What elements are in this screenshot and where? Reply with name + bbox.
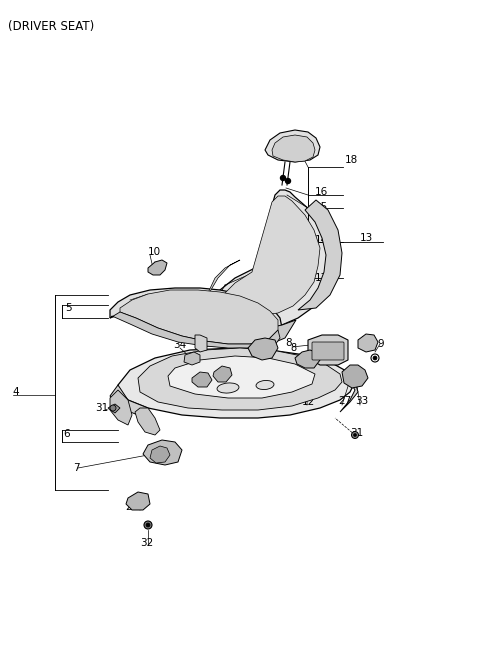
Text: 8: 8: [285, 338, 292, 348]
Polygon shape: [213, 366, 232, 382]
Polygon shape: [342, 365, 368, 388]
Text: (DRIVER SEAT): (DRIVER SEAT): [8, 20, 94, 33]
Text: 34: 34: [173, 340, 186, 350]
Circle shape: [286, 178, 290, 184]
Polygon shape: [135, 408, 160, 435]
Polygon shape: [195, 190, 330, 348]
Text: 10: 10: [148, 247, 161, 257]
Text: 16: 16: [315, 187, 328, 197]
Circle shape: [280, 176, 286, 180]
Text: 33: 33: [355, 396, 368, 406]
Ellipse shape: [256, 380, 274, 390]
Polygon shape: [248, 338, 278, 360]
Polygon shape: [120, 290, 278, 344]
Polygon shape: [198, 320, 296, 348]
Circle shape: [144, 521, 152, 529]
Polygon shape: [148, 260, 167, 275]
Text: 27: 27: [338, 396, 351, 406]
Polygon shape: [192, 372, 212, 387]
Polygon shape: [210, 196, 320, 340]
Polygon shape: [126, 492, 150, 510]
Text: 32: 32: [140, 538, 153, 548]
Text: 3: 3: [360, 336, 367, 346]
Polygon shape: [110, 288, 282, 348]
Circle shape: [110, 405, 116, 411]
Polygon shape: [138, 348, 342, 410]
Text: 33: 33: [217, 369, 230, 379]
Ellipse shape: [217, 383, 239, 393]
Circle shape: [146, 523, 150, 527]
Polygon shape: [168, 356, 315, 398]
Text: 7: 7: [73, 463, 80, 473]
Polygon shape: [110, 385, 148, 415]
Circle shape: [353, 434, 357, 436]
Text: 13: 13: [360, 233, 373, 243]
Text: 17: 17: [315, 273, 328, 283]
Polygon shape: [358, 334, 378, 352]
Text: 12: 12: [302, 397, 315, 407]
Polygon shape: [184, 352, 200, 365]
Circle shape: [351, 432, 359, 438]
Polygon shape: [108, 404, 120, 413]
Text: 4: 4: [12, 387, 19, 397]
Polygon shape: [118, 348, 355, 418]
Text: 8: 8: [290, 343, 296, 353]
Text: 29: 29: [195, 369, 208, 379]
Polygon shape: [143, 440, 182, 465]
Polygon shape: [110, 312, 280, 348]
Text: 31: 31: [95, 403, 108, 413]
Text: 31: 31: [350, 428, 363, 438]
Polygon shape: [295, 350, 320, 368]
FancyBboxPatch shape: [312, 342, 344, 360]
Polygon shape: [265, 130, 320, 162]
Text: 5: 5: [65, 303, 72, 313]
Polygon shape: [298, 200, 342, 310]
Polygon shape: [272, 135, 315, 162]
Polygon shape: [340, 372, 358, 412]
Text: 9: 9: [377, 339, 384, 349]
Polygon shape: [110, 390, 132, 425]
Text: 6: 6: [63, 429, 70, 439]
Polygon shape: [195, 260, 240, 342]
Text: 18: 18: [345, 155, 358, 165]
Text: 14: 14: [315, 235, 328, 245]
Polygon shape: [195, 335, 207, 352]
Text: 11: 11: [265, 385, 278, 395]
Polygon shape: [150, 446, 170, 463]
Circle shape: [371, 354, 379, 362]
Text: 26: 26: [125, 502, 138, 512]
Polygon shape: [308, 335, 348, 365]
Circle shape: [373, 356, 377, 360]
Text: 15: 15: [315, 202, 328, 212]
